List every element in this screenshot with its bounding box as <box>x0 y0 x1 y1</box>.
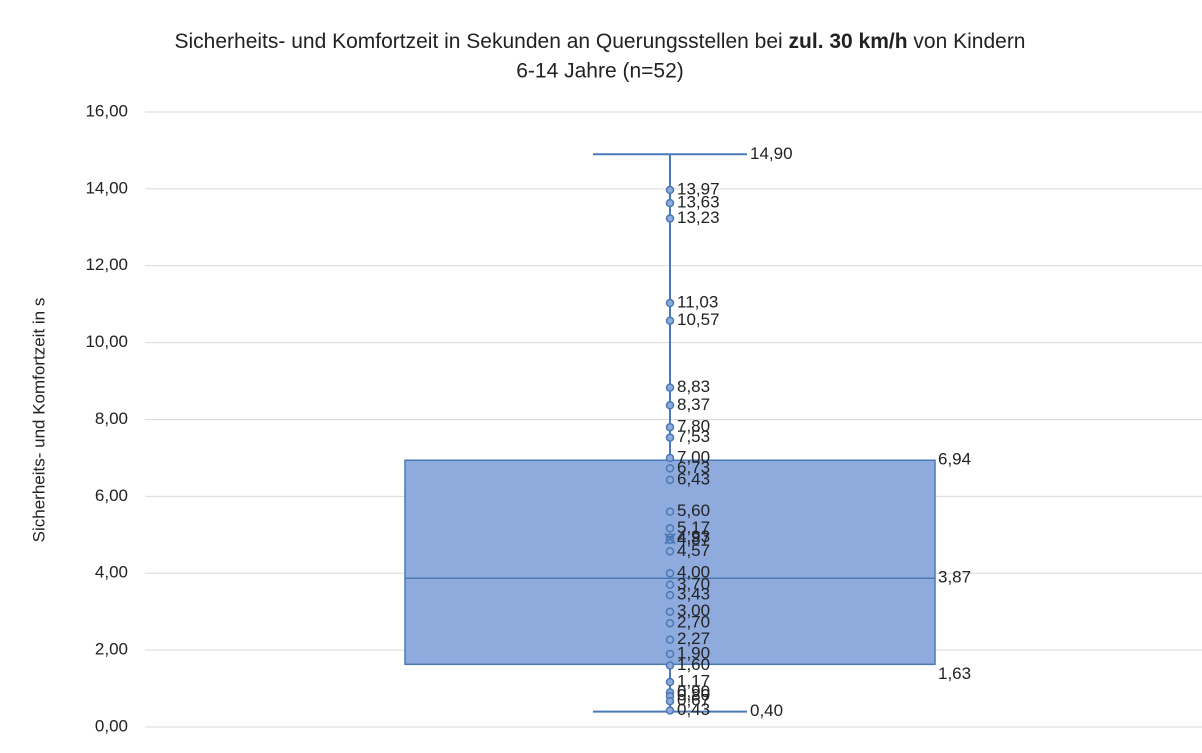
data-point <box>665 401 675 410</box>
point-label: 7,00 <box>677 447 710 466</box>
point-label: 4,57 <box>677 541 710 560</box>
data-point <box>665 298 675 308</box>
title-part: von Kindern <box>908 30 1026 53</box>
point-label: 11,03 <box>677 293 718 312</box>
data-point <box>665 524 675 533</box>
title-bold: zul. 30 km/h <box>789 30 908 53</box>
title-part: Sicherheits- und Komfortzeit in Sekunden… <box>175 30 789 53</box>
data-point <box>665 185 675 195</box>
point-label: 8,83 <box>677 377 710 396</box>
data-point <box>665 607 675 616</box>
point-label: 7,53 <box>677 427 710 446</box>
point-label: 3,00 <box>677 601 710 620</box>
data-point <box>665 464 675 473</box>
y-tick-label: 2,00 <box>95 640 128 659</box>
point-label: 4,93 <box>677 527 710 546</box>
y-tick-label: 0,00 <box>95 716 128 735</box>
point-label: 2,27 <box>677 629 710 648</box>
data-point <box>665 198 675 208</box>
point-label: 2,70 <box>677 613 710 632</box>
data-point <box>665 618 675 628</box>
box-label: 3,87 <box>938 568 971 587</box>
y-tick-label: 8,00 <box>95 409 128 428</box>
data-point <box>665 635 675 644</box>
point-label: 4,00 <box>677 563 710 582</box>
data-point <box>665 507 675 516</box>
point-label: 6,73 <box>677 458 710 477</box>
point-label: 0,43 <box>677 700 710 719</box>
y-tick-label: 6,00 <box>95 486 128 505</box>
data-point <box>665 706 675 715</box>
point-label: 5,60 <box>677 501 710 520</box>
data-point <box>665 696 675 706</box>
point-label: 0,90 <box>677 682 710 701</box>
box-label: 0,40 <box>750 701 783 720</box>
point-label: 10,57 <box>677 310 720 329</box>
point-label: 4,87 <box>677 529 710 548</box>
y-tick-label: 14,00 <box>85 178 128 197</box>
box-label: 14,90 <box>750 144 793 163</box>
point-label: 13,23 <box>677 208 720 227</box>
data-point <box>665 661 675 670</box>
box <box>404 459 936 666</box>
y-tick-label: 4,00 <box>95 563 128 582</box>
data-point <box>665 569 675 578</box>
point-label: 8,37 <box>677 395 710 414</box>
data-point <box>665 433 675 442</box>
box-label: 1,63 <box>938 664 971 683</box>
chart-subtitle: 6-14 Jahre (n=52) <box>516 60 684 83</box>
y-tick-label: 10,00 <box>85 332 128 351</box>
data-point <box>665 580 675 590</box>
point-label: 3,70 <box>677 574 710 593</box>
data-point <box>665 453 675 463</box>
data-point <box>665 547 675 556</box>
mean-marker <box>664 532 676 545</box>
data-point <box>665 649 675 659</box>
point-label: 1,90 <box>677 643 710 662</box>
point-label: 6,43 <box>677 469 710 488</box>
y-axis-label: Sicherheits- und Komfortzeit in s <box>29 298 48 543</box>
data-point <box>665 214 675 223</box>
data-point <box>665 316 675 325</box>
box-label: 6,94 <box>938 450 971 469</box>
point-label: 1,17 <box>677 672 710 691</box>
point-label: 5,17 <box>677 518 710 537</box>
point-label: 7,80 <box>677 417 710 436</box>
chart-title: Sicherheits- und Komfortzeit in Sekunden… <box>175 30 1026 53</box>
y-tick-label: 16,00 <box>85 101 128 120</box>
point-label: 0,80 <box>677 686 710 705</box>
point-label: 13,97 <box>677 180 720 199</box>
data-point <box>665 383 675 392</box>
y-tick-label: 12,00 <box>85 255 128 274</box>
data-point <box>665 677 675 687</box>
point-label: 0,67 <box>677 691 710 710</box>
point-label: 13,63 <box>677 193 720 212</box>
point-label: 1,60 <box>677 655 710 674</box>
data-point <box>665 475 675 485</box>
data-point <box>665 590 675 600</box>
data-point <box>665 422 675 432</box>
point-label: 3,43 <box>677 585 710 604</box>
